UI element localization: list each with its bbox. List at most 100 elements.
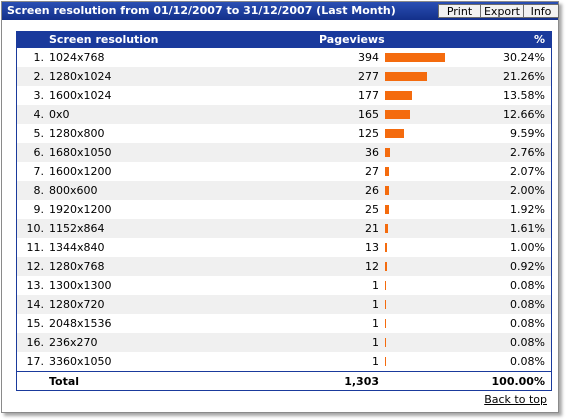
back-to-top-link[interactable]: Back to top xyxy=(484,393,547,406)
report-title: Screen resolution from 01/12/2007 to 31/… xyxy=(7,4,396,17)
row-resolution: 1920x1200 xyxy=(49,203,112,216)
row-index: 7. xyxy=(33,165,45,178)
row-index: 5. xyxy=(33,127,45,140)
row-pageviews: 26 xyxy=(365,184,379,197)
row-percent: 12.66% xyxy=(503,108,545,121)
table-row: 8. 800x600 26 2.00% xyxy=(17,181,551,200)
table-row: 17. 3360x1050 1 0.08% xyxy=(17,352,551,371)
pageviews-bar xyxy=(385,205,389,214)
pageviews-bar xyxy=(385,53,445,62)
row-resolution: 0x0 xyxy=(49,108,70,121)
table-total-row: Total 1,303 100.00% xyxy=(17,371,551,391)
row-pageviews: 1 xyxy=(372,298,379,311)
row-index: 9. xyxy=(33,203,45,216)
row-index: 15. xyxy=(26,317,45,330)
row-resolution: 800x600 xyxy=(49,184,98,197)
total-label: Total xyxy=(49,375,80,388)
pageviews-bar xyxy=(385,91,412,100)
row-index: 17. xyxy=(26,355,45,368)
total-pageviews: 1,303 xyxy=(344,375,379,388)
row-percent: 30.24% xyxy=(503,51,545,64)
row-pageviews: 25 xyxy=(365,203,379,216)
table-row: 4. 0x0 165 12.66% xyxy=(17,105,551,124)
row-percent: 13.58% xyxy=(503,89,545,102)
row-percent: 0.08% xyxy=(510,317,545,330)
table-row: 15. 2048x1536 1 0.08% xyxy=(17,314,551,333)
row-percent: 0.08% xyxy=(510,336,545,349)
pageviews-bar xyxy=(385,110,410,119)
row-index: 14. xyxy=(26,298,45,311)
row-pageviews: 36 xyxy=(365,146,379,159)
row-percent: 9.59% xyxy=(510,127,545,140)
row-resolution: 2048x1536 xyxy=(49,317,112,330)
row-resolution: 1680x1050 xyxy=(49,146,112,159)
table-row: 13. 1300x1300 1 0.08% xyxy=(17,276,551,295)
row-index: 1. xyxy=(33,51,45,64)
header-percent: % xyxy=(533,33,545,46)
row-percent: 1.61% xyxy=(510,222,545,235)
info-button[interactable]: Info xyxy=(523,4,559,18)
pageviews-bar xyxy=(385,281,386,290)
table-row: 7. 1600x1200 27 2.07% xyxy=(17,162,551,181)
row-pageviews: 1 xyxy=(372,317,379,330)
row-pageviews: 13 xyxy=(365,241,379,254)
pageviews-bar xyxy=(385,148,390,157)
row-pageviews: 394 xyxy=(358,51,379,64)
table-row: 16. 236x270 1 0.08% xyxy=(17,333,551,352)
table-row: 1. 1024x768 394 30.24% xyxy=(17,48,551,67)
row-resolution: 1300x1300 xyxy=(49,279,112,292)
table-row: 9. 1920x1200 25 1.92% xyxy=(17,200,551,219)
row-resolution: 1152x864 xyxy=(49,222,105,235)
table-row: 14. 1280x720 1 0.08% xyxy=(17,295,551,314)
row-pageviews: 21 xyxy=(365,222,379,235)
row-percent: 1.92% xyxy=(510,203,545,216)
table-row: 6. 1680x1050 36 2.76% xyxy=(17,143,551,162)
pageviews-bar xyxy=(385,300,386,309)
header-pageviews: Pageviews xyxy=(319,33,385,46)
table-header: Screen resolution Pageviews % xyxy=(17,32,551,48)
title-bar: Screen resolution from 01/12/2007 to 31/… xyxy=(2,2,559,20)
table-row: 11. 1344x840 13 1.00% xyxy=(17,238,551,257)
table-row: 10. 1152x864 21 1.61% xyxy=(17,219,551,238)
resolution-table: Screen resolution Pageviews % 1. 1024x768… xyxy=(16,31,552,391)
row-resolution: 1600x1200 xyxy=(49,165,112,178)
row-index: 10. xyxy=(26,222,45,235)
pageviews-bar xyxy=(385,243,387,252)
row-pageviews: 165 xyxy=(358,108,379,121)
pageviews-bar xyxy=(385,224,388,233)
row-pageviews: 125 xyxy=(358,127,379,140)
row-index: 3. xyxy=(33,89,45,102)
row-resolution: 236x270 xyxy=(49,336,98,349)
row-index: 2. xyxy=(33,70,45,83)
table-row: 3. 1600x1024 177 13.58% xyxy=(17,86,551,105)
row-index: 4. xyxy=(33,108,45,121)
row-pageviews: 277 xyxy=(358,70,379,83)
row-resolution: 1280x1024 xyxy=(49,70,112,83)
table-row: 2. 1280x1024 277 21.26% xyxy=(17,67,551,86)
row-resolution: 1280x800 xyxy=(49,127,105,140)
row-percent: 2.07% xyxy=(510,165,545,178)
report-panel: Screen resolution from 01/12/2007 to 31/… xyxy=(1,1,559,413)
row-pageviews: 1 xyxy=(372,279,379,292)
export-button[interactable]: Export xyxy=(480,4,524,18)
pageviews-bar xyxy=(385,319,386,328)
row-percent: 1.00% xyxy=(510,241,545,254)
row-resolution: 1024x768 xyxy=(49,51,105,64)
pageviews-bar xyxy=(385,129,404,138)
row-percent: 2.00% xyxy=(510,184,545,197)
header-resolution: Screen resolution xyxy=(49,33,159,46)
row-resolution: 1344x840 xyxy=(49,241,105,254)
pageviews-bar xyxy=(385,72,427,81)
row-pageviews: 27 xyxy=(365,165,379,178)
print-button[interactable]: Print xyxy=(438,4,481,18)
row-percent: 21.26% xyxy=(503,70,545,83)
pageviews-bar xyxy=(385,186,389,195)
row-pageviews: 1 xyxy=(372,355,379,368)
row-index: 13. xyxy=(26,279,45,292)
table-row: 5. 1280x800 125 9.59% xyxy=(17,124,551,143)
row-percent: 0.08% xyxy=(510,355,545,368)
row-index: 8. xyxy=(33,184,45,197)
pageviews-bar xyxy=(385,167,389,176)
row-index: 11. xyxy=(26,241,45,254)
row-percent: 0.08% xyxy=(510,298,545,311)
